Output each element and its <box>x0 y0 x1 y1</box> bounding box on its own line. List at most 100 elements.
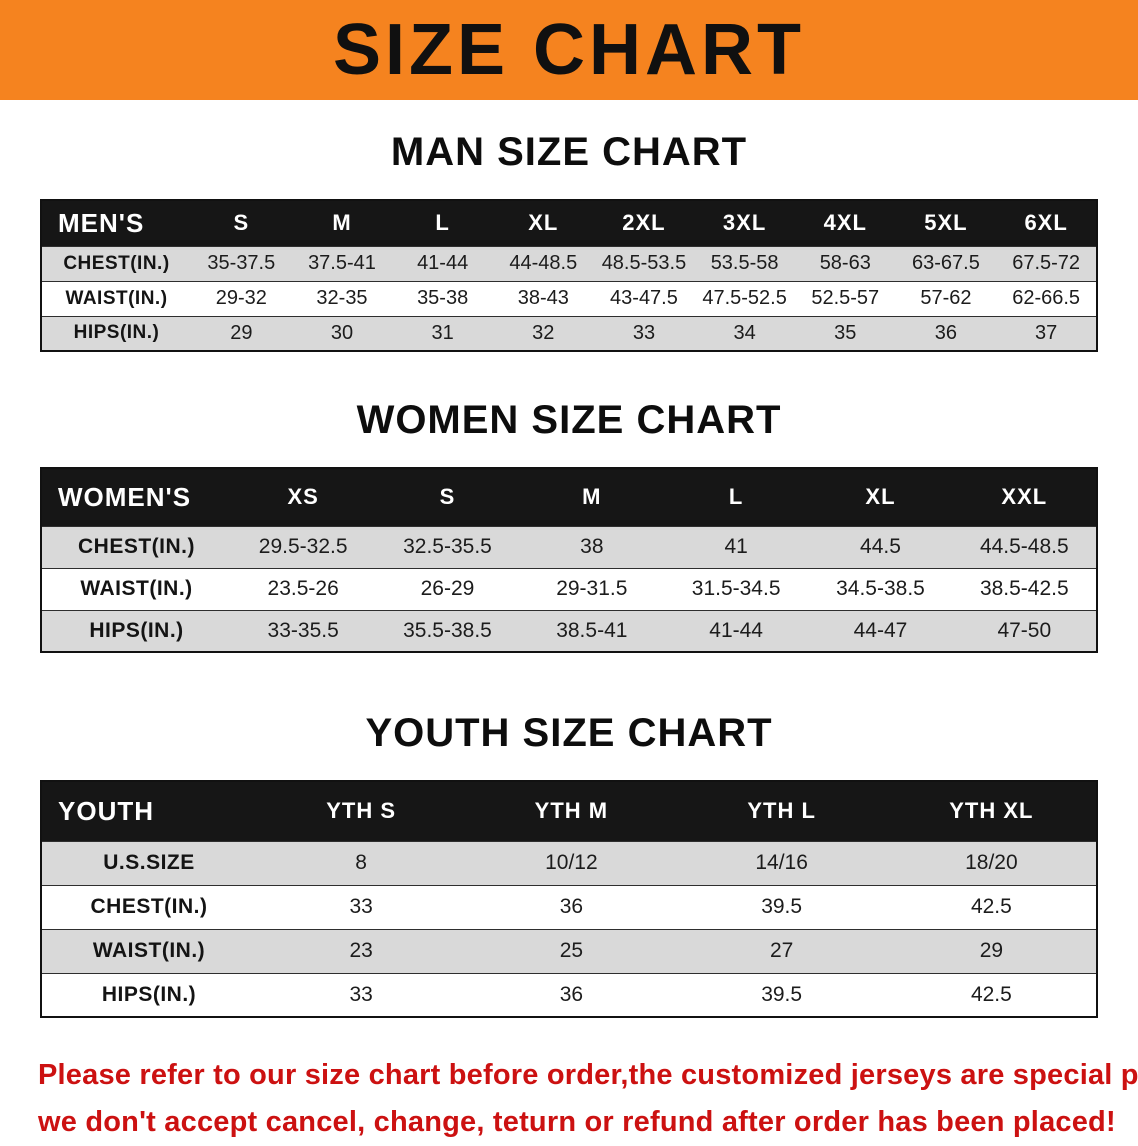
women-size-value: 26-29 <box>375 568 520 611</box>
youth-measurement-row: HIPS(IN.) 33 36 39.5 42.5 <box>41 973 1097 1018</box>
men-size-value: 35 <box>794 316 896 352</box>
youth-size-value: 27 <box>676 929 887 974</box>
women-size-value: 31.5-34.5 <box>663 568 809 611</box>
men-size-value: 52.5-57 <box>794 281 896 317</box>
men-size-column-header: 6XL <box>996 200 1097 247</box>
men-size-value: 62-66.5 <box>996 281 1097 317</box>
page-title: SIZE CHART <box>333 10 805 90</box>
youth-size-value: 25 <box>466 929 677 974</box>
women-size-column-header: XXL <box>952 468 1097 527</box>
youth-size-value: 42.5 <box>886 973 1097 1018</box>
youth-size-column-header: YTH M <box>466 781 677 842</box>
women-row-label: WAIST(IN.) <box>41 568 231 611</box>
men-size-value: 31 <box>392 316 493 352</box>
men-table-title: MEN'S <box>41 200 191 247</box>
men-measurement-row: CHEST(IN.) 35-37.5 37.5-41 41-44 44-48.5 48.5… <box>41 246 1097 282</box>
women-size-value: 38.5-41 <box>519 610 664 653</box>
men-size-column-header: 2XL <box>593 200 695 247</box>
banner: SIZE CHART <box>0 0 1138 100</box>
women-size-table: WOMEN'S XS S M L XL XXL CHEST(IN.) 29.5-32.5 32.5… <box>40 467 1098 653</box>
disclaimer-line-2: we don't accept cancel, change, teturn o… <box>38 1106 1116 1138</box>
youth-size-column-header: YTH L <box>676 781 887 842</box>
men-section-heading: MAN SIZE CHART <box>390 130 748 174</box>
youth-size-value: 14/16 <box>676 841 887 886</box>
youth-header-row: YOUTH YTH S YTH M YTH L YTH XL <box>41 781 1097 842</box>
women-measurement-row: CHEST(IN.) 29.5-32.5 32.5-35.5 38 41 44.5 44.5… <box>41 526 1097 569</box>
men-size-value: 32-35 <box>291 281 393 317</box>
women-size-value: 44.5 <box>808 526 953 569</box>
youth-table-title: YOUTH <box>41 781 256 842</box>
youth-measurement-row: WAIST(IN.) 23 25 27 29 <box>41 929 1097 974</box>
youth-size-column-header: YTH S <box>256 781 467 842</box>
men-size-value: 48.5-53.5 <box>593 246 695 282</box>
youth-section-heading: YOUTH SIZE CHART <box>365 711 773 755</box>
men-size-column-header: 4XL <box>794 200 896 247</box>
youth-size-value: 10/12 <box>466 841 677 886</box>
women-size-value: 32.5-35.5 <box>375 526 520 569</box>
men-size-value: 38-43 <box>492 281 594 317</box>
women-table-title: WOMEN'S <box>41 468 231 527</box>
men-size-value: 29-32 <box>191 281 292 317</box>
men-size-value: 32 <box>492 316 594 352</box>
men-size-value: 43-47.5 <box>593 281 695 317</box>
men-size-value: 35-37.5 <box>191 246 292 282</box>
men-size-section: MAN SIZE CHART MEN'S S M L XL 2XL 3XL 4XL 5XL 6XL… <box>0 130 1138 352</box>
women-size-column-header: XL <box>808 468 953 527</box>
youth-size-value: 8 <box>256 841 467 886</box>
women-size-value: 41-44 <box>663 610 809 653</box>
men-size-column-header: 3XL <box>694 200 795 247</box>
women-size-value: 29.5-32.5 <box>231 526 376 569</box>
women-size-value: 44.5-48.5 <box>952 526 1097 569</box>
youth-size-value: 29 <box>886 929 1097 974</box>
men-size-value: 63-67.5 <box>895 246 997 282</box>
men-size-value: 41-44 <box>392 246 493 282</box>
women-size-value: 35.5-38.5 <box>375 610 520 653</box>
men-size-value: 53.5-58 <box>694 246 795 282</box>
disclaimer-line-1: Please refer to our size chart before or… <box>38 1059 1138 1091</box>
youth-size-value: 33 <box>256 885 467 930</box>
youth-size-value: 18/20 <box>886 841 1097 886</box>
men-measurement-row: WAIST(IN.) 29-32 32-35 35-38 38-43 43-47.5 47.… <box>41 281 1097 317</box>
men-size-value: 34 <box>694 316 795 352</box>
youth-row-label: U.S.SIZE <box>41 841 256 886</box>
women-header-row: WOMEN'S XS S M L XL XXL <box>41 468 1097 527</box>
men-size-value: 58-63 <box>794 246 896 282</box>
men-size-value: 57-62 <box>895 281 997 317</box>
youth-size-table: YOUTH YTH S YTH M YTH L YTH XL U.S.SIZE 8 10/12… <box>40 780 1098 1018</box>
men-size-value: 29 <box>191 316 292 352</box>
men-size-column-header: L <box>392 200 493 247</box>
youth-size-section: YOUTH SIZE CHART YOUTH YTH S YTH M YTH L YTH… <box>0 711 1138 1018</box>
women-size-column-header: S <box>375 468 520 527</box>
women-size-value: 41 <box>663 526 809 569</box>
women-size-value: 29-31.5 <box>519 568 664 611</box>
youth-size-value: 42.5 <box>886 885 1097 930</box>
women-measurement-row: HIPS(IN.) 33-35.5 35.5-38.5 38.5-41 41-44 44-… <box>41 610 1097 653</box>
men-size-value: 33 <box>593 316 695 352</box>
women-size-value: 34.5-38.5 <box>808 568 953 611</box>
youth-size-value: 23 <box>256 929 467 974</box>
youth-size-value: 39.5 <box>676 885 887 930</box>
youth-measurement-row: CHEST(IN.) 33 36 39.5 42.5 <box>41 885 1097 930</box>
women-measurement-row: WAIST(IN.) 23.5-26 26-29 29-31.5 31.5-34.5 34… <box>41 568 1097 611</box>
women-size-value: 38.5-42.5 <box>952 568 1097 611</box>
women-size-column-header: XS <box>231 468 376 527</box>
men-header-row: MEN'S S M L XL 2XL 3XL 4XL 5XL 6XL <box>41 200 1097 247</box>
women-size-value: 38 <box>519 526 664 569</box>
women-section-heading: WOMEN SIZE CHART <box>356 398 782 442</box>
youth-size-value: 39.5 <box>676 973 887 1018</box>
men-size-column-header: S <box>191 200 292 247</box>
youth-size-value: 36 <box>466 973 677 1018</box>
men-size-column-header: 5XL <box>895 200 997 247</box>
youth-size-value: 36 <box>466 885 677 930</box>
men-size-value: 35-38 <box>392 281 493 317</box>
women-size-column-header: L <box>663 468 809 527</box>
women-size-value: 23.5-26 <box>231 568 376 611</box>
women-size-value: 47-50 <box>952 610 1097 653</box>
men-size-value: 67.5-72 <box>996 246 1097 282</box>
men-measurement-row: HIPS(IN.) 29 30 31 32 33 34 35 36 37 <box>41 316 1097 352</box>
men-size-value: 30 <box>291 316 393 352</box>
women-size-column-header: M <box>519 468 664 527</box>
women-size-value: 44-47 <box>808 610 953 653</box>
women-row-label: HIPS(IN.) <box>41 610 231 653</box>
women-row-label: CHEST(IN.) <box>41 526 231 569</box>
